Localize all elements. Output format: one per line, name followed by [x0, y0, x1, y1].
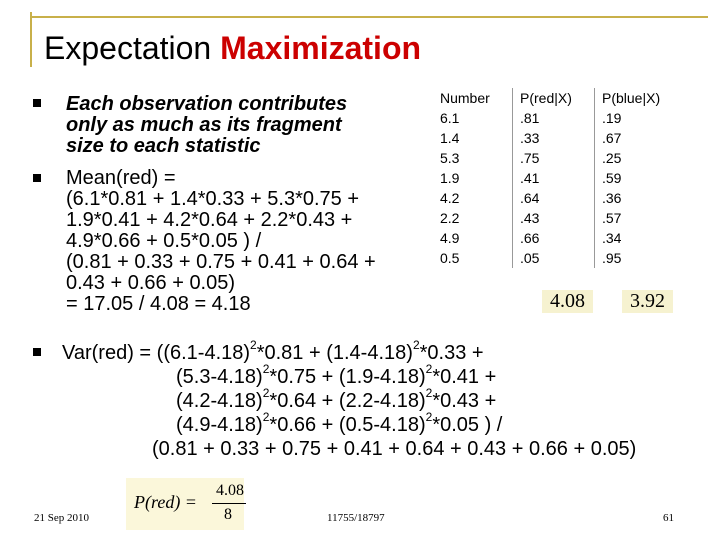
superscript-2: 2 [262, 386, 270, 401]
superscript-2: 2 [262, 410, 270, 425]
bullet-1-text: Each observation contributes only as muc… [66, 94, 347, 157]
table-column-p-red: P(red|X) .81 .33 .75 .41 .64 .43 .66 .05 [520, 88, 572, 268]
table-column-p-blue: P(blue|X) .19 .67 .25 .59 .36 .57 .34 .9… [602, 88, 660, 268]
table-header-p-blue: P(blue|X) [602, 90, 661, 106]
variance-term: *0.64 + (2.2-4.18) [269, 390, 426, 412]
title-main: Expectation [44, 30, 212, 66]
bullet-2-line: Mean(red) = [66, 167, 176, 189]
table-cell: .05 [520, 250, 540, 266]
table-cell: 0.5 [440, 250, 460, 266]
variance-line-5: (0.81 + 0.33 + 0.75 + 0.41 + 0.64 + 0.43… [152, 438, 637, 460]
variance-term: (4.9-4.18) [176, 414, 263, 436]
variance-term: *0.81 + (1.4-4.18) [256, 342, 413, 364]
table-cell: .41 [520, 170, 540, 186]
formula-denominator: 8 [224, 506, 232, 523]
formula-box: P(red) = 4.08 8 [126, 478, 246, 530]
variance-term: *0.43 + [432, 390, 497, 412]
superscript-2: 2 [425, 386, 433, 401]
table-cell: 2.2 [440, 210, 460, 226]
variance-term: (5.3-4.18) [176, 366, 263, 388]
table-column-divider [512, 88, 513, 268]
table-header-number: Number [440, 90, 490, 106]
formula-lhs: P(red) = [134, 492, 197, 512]
table-cell: .36 [602, 190, 622, 206]
variance-term: *0.33 + [419, 342, 484, 364]
variance-line-1: Var(red) = ((6.1-4.18)2*0.81 + (1.4-4.18… [62, 339, 484, 364]
variance-term: Var(red) = ((6.1-4.18) [62, 342, 251, 364]
superscript-2: 2 [425, 362, 433, 377]
table-cell: .43 [520, 210, 540, 226]
table-cell: .59 [602, 170, 622, 186]
total-p-blue: 3.92 [622, 290, 673, 313]
variance-term: *0.41 + [432, 366, 497, 388]
variance-term: (4.2-4.18) [176, 390, 263, 412]
bullet-2-text: Mean(red) = (6.1*0.81 + 1.4*0.33 + 5.3*0… [66, 168, 376, 315]
table-cell: .57 [602, 210, 622, 226]
table-cell: .81 [520, 110, 540, 126]
bullet-2-line: (6.1*0.81 + 1.4*0.33 + 5.3*0.75 + [66, 188, 360, 210]
bullet-2-line: 4.9*0.66 + 0.5*0.05 ) / [66, 230, 262, 252]
total-p-red: 4.08 [542, 290, 593, 313]
table-cell: .25 [602, 150, 622, 166]
variance-line-4: (4.9-4.18)2*0.66 + (0.5-4.18)2*0.05 ) / [176, 411, 503, 436]
bullet-1-line: size to each statistic [66, 135, 261, 157]
table-header-p-red: P(red|X) [520, 90, 572, 106]
table-cell: 1.4 [440, 130, 460, 146]
bullet-2-line: 0.43 + 0.66 + 0.05) [66, 272, 236, 294]
table-cell: 4.9 [440, 230, 460, 246]
variance-term: *0.05 ) / [432, 414, 503, 436]
bullet-1-line: Each observation contributes [66, 93, 348, 115]
variance-line-2: (5.3-4.18)2*0.75 + (1.9-4.18)2*0.41 + [176, 363, 497, 388]
footer-page-number: 61 [663, 512, 674, 524]
bullet-2-line: = 17.05 / 4.08 = 4.18 [66, 293, 251, 315]
table-cell: .64 [520, 190, 540, 206]
table-cell: .95 [602, 250, 622, 266]
variance-term: *0.66 + (0.5-4.18) [269, 414, 426, 436]
title-rule-vertical [30, 12, 32, 67]
footer-date: 21 Sep 2010 [34, 512, 89, 524]
title-accent: Maximization [220, 30, 422, 66]
superscript-2: 2 [425, 410, 433, 425]
bullet-2-line: 1.9*0.41 + 4.2*0.64 + 2.2*0.43 + [66, 209, 353, 231]
table-cell: .75 [520, 150, 540, 166]
table-cell: 5.3 [440, 150, 460, 166]
table-cell: .34 [602, 230, 622, 246]
table-cell: .67 [602, 130, 622, 146]
fraction-bar [212, 503, 246, 504]
superscript-2: 2 [412, 338, 420, 353]
table-cell: 4.2 [440, 190, 460, 206]
bullet-marker-1 [33, 99, 41, 107]
bullet-marker-2 [33, 174, 41, 182]
bullet-2-line: (0.81 + 0.33 + 0.75 + 0.41 + 0.64 + [66, 251, 376, 273]
variance-term: *0.75 + (1.9-4.18) [269, 366, 426, 388]
slide-title: Expectation Maximization [44, 30, 421, 67]
table-cell: .33 [520, 130, 540, 146]
table-cell: 6.1 [440, 110, 460, 126]
formula-numerator: 4.08 [216, 482, 244, 499]
superscript-2: 2 [262, 362, 270, 377]
title-rule-horizontal [30, 16, 708, 18]
superscript-2: 2 [250, 338, 257, 353]
bullet-1-line: only as much as its fragment [66, 114, 342, 136]
bullet-marker-3 [33, 348, 41, 356]
table-column-number: Number 6.1 1.4 5.3 1.9 4.2 2.2 4.9 0.5 [440, 88, 490, 268]
footer-course: 11755/18797 [327, 512, 385, 524]
table-cell: .66 [520, 230, 540, 246]
table-column-divider [594, 88, 595, 268]
variance-line-3: (4.2-4.18)2*0.64 + (2.2-4.18)2*0.43 + [176, 387, 497, 412]
table-cell: .19 [602, 110, 622, 126]
table-cell: 1.9 [440, 170, 460, 186]
